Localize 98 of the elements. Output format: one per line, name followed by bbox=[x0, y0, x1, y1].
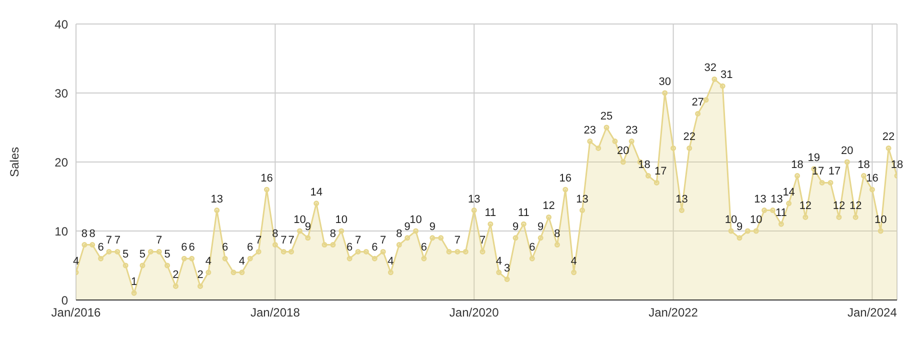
data-label: 13 bbox=[576, 193, 588, 206]
data-label: 18 bbox=[791, 158, 804, 171]
data-label: 18 bbox=[890, 158, 904, 171]
data-label: 7 bbox=[106, 234, 112, 247]
data-label: 17 bbox=[654, 166, 667, 178]
data-label: 14 bbox=[782, 186, 795, 198]
data-label: 12 bbox=[799, 200, 812, 212]
data-label: 12 bbox=[542, 200, 555, 212]
data-label: 18 bbox=[858, 158, 870, 171]
x-tick-label: Jan/2024 bbox=[848, 306, 898, 320]
data-label: 6 bbox=[181, 242, 188, 254]
data-label: 30 bbox=[658, 76, 671, 88]
data-label: 8 bbox=[89, 228, 96, 240]
data-label: 6 bbox=[98, 242, 104, 254]
data-label: 7 bbox=[380, 234, 386, 247]
data-label: 3 bbox=[504, 262, 510, 274]
data-label: 31 bbox=[720, 69, 733, 82]
data-label: 22 bbox=[683, 131, 696, 144]
x-tick-label: Jan/2020 bbox=[449, 306, 500, 320]
y-tick-label: 0 bbox=[61, 293, 68, 308]
data-label: 8 bbox=[330, 228, 336, 240]
data-label: 9 bbox=[429, 220, 436, 233]
data-label: 9 bbox=[304, 220, 311, 233]
data-label: 7 bbox=[479, 234, 486, 247]
data-label: 5 bbox=[139, 248, 146, 260]
data-label: 7 bbox=[114, 234, 120, 247]
data-label: 20 bbox=[841, 145, 854, 157]
data-label: 4 bbox=[570, 255, 577, 268]
data-label: 18 bbox=[638, 158, 650, 171]
data-label: 16 bbox=[559, 172, 572, 185]
data-label: 22 bbox=[882, 131, 895, 144]
data-label: 6 bbox=[346, 242, 353, 254]
data-label: 10 bbox=[724, 214, 738, 226]
x-tick-label: Jan/2018 bbox=[250, 306, 300, 320]
data-label: 4 bbox=[72, 255, 80, 268]
data-label: 19 bbox=[808, 152, 820, 164]
data-label: 10 bbox=[410, 214, 422, 226]
data-label: 8 bbox=[396, 228, 402, 240]
data-label: 23 bbox=[584, 124, 596, 136]
data-label: 23 bbox=[625, 124, 638, 136]
data-label: 6 bbox=[188, 242, 195, 254]
data-label: 4 bbox=[496, 255, 502, 268]
data-label: 1 bbox=[130, 276, 138, 288]
data-label: 16 bbox=[260, 172, 273, 185]
data-label: 8 bbox=[81, 228, 88, 240]
data-label: 5 bbox=[122, 248, 129, 260]
data-label: 7 bbox=[288, 234, 294, 247]
data-label: 10 bbox=[874, 214, 887, 226]
data-label: 13 bbox=[676, 193, 688, 206]
data-label: 5 bbox=[164, 248, 170, 260]
data-label: 13 bbox=[210, 193, 223, 206]
data-label: 8 bbox=[554, 228, 560, 240]
y-tick-label: 40 bbox=[54, 17, 68, 32]
data-label: 4 bbox=[238, 255, 246, 268]
data-label: 9 bbox=[538, 220, 544, 233]
data-label: 7 bbox=[256, 234, 262, 247]
data-label: 12 bbox=[849, 200, 862, 212]
y-tick-label: 20 bbox=[54, 155, 68, 170]
data-label: 4 bbox=[388, 255, 394, 268]
data-label: 9 bbox=[736, 220, 743, 233]
y-axis-title: Sales bbox=[7, 146, 22, 178]
data-label: 2 bbox=[172, 269, 179, 282]
data-label: 7 bbox=[280, 234, 287, 247]
data-label: 11 bbox=[484, 207, 496, 220]
data-label: 13 bbox=[468, 193, 480, 206]
data-label: 27 bbox=[692, 96, 704, 109]
data-label: 13 bbox=[754, 193, 766, 206]
data-label: 14 bbox=[310, 186, 322, 198]
data-label: 6 bbox=[529, 242, 536, 254]
data-label: 7 bbox=[354, 234, 362, 247]
data-label: 17 bbox=[812, 166, 824, 178]
data-label: 4 bbox=[205, 255, 212, 268]
data-label: 11 bbox=[775, 207, 787, 220]
data-label: 25 bbox=[600, 110, 613, 122]
x-tick-label: Jan/2022 bbox=[648, 306, 698, 320]
x-tick-label: Jan/2016 bbox=[51, 306, 102, 320]
y-tick-label: 10 bbox=[54, 224, 68, 238]
data-label: 7 bbox=[454, 234, 461, 247]
data-label: 12 bbox=[832, 200, 846, 212]
data-label: 6 bbox=[247, 242, 254, 254]
data-label: 10 bbox=[294, 214, 306, 226]
data-label: 20 bbox=[617, 145, 630, 157]
data-label: 2 bbox=[197, 269, 204, 282]
data-label: 10 bbox=[335, 214, 348, 226]
data-label: 7 bbox=[156, 234, 162, 247]
data-label: 10 bbox=[750, 214, 762, 226]
data-label: 6 bbox=[420, 242, 428, 254]
y-tick-label: 30 bbox=[54, 86, 68, 100]
data-label: 6 bbox=[372, 242, 378, 254]
data-label: 13 bbox=[770, 193, 783, 206]
data-label: 17 bbox=[828, 166, 841, 178]
data-label: 8 bbox=[272, 228, 278, 240]
data-label: 9 bbox=[512, 220, 519, 233]
data-label: 32 bbox=[704, 62, 717, 74]
data-label: 16 bbox=[866, 172, 878, 185]
data-label: 11 bbox=[518, 207, 530, 220]
data-label: 9 bbox=[404, 220, 410, 233]
data-label: 6 bbox=[222, 242, 228, 254]
